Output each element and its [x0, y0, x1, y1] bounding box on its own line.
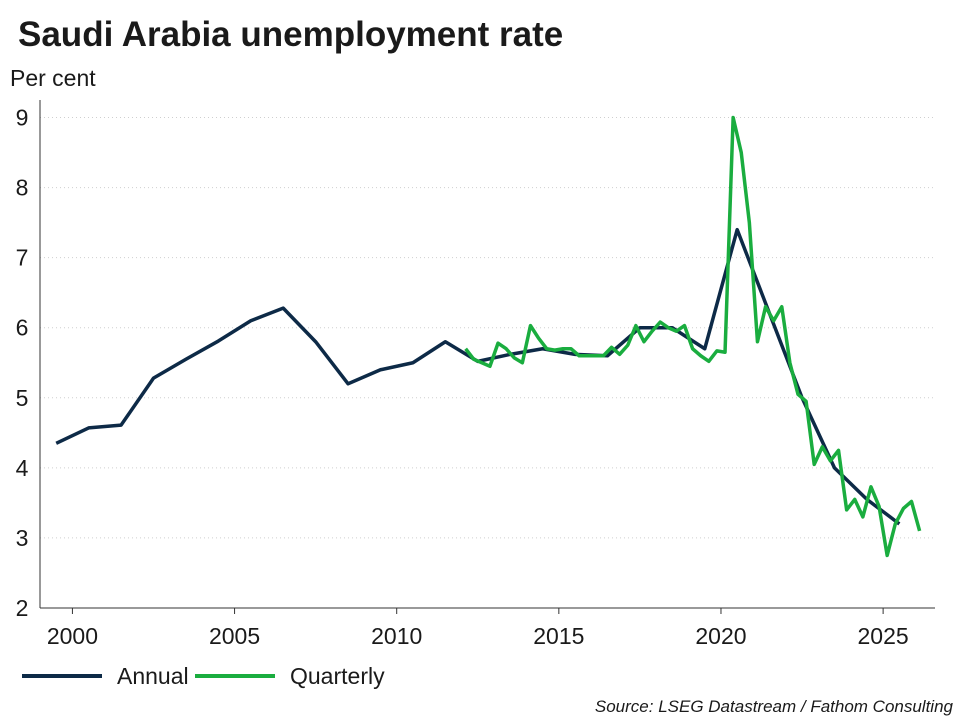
- source-note: Source: LSEG Datastream / Fathom Consult…: [595, 697, 954, 716]
- y-tick-label: 9: [16, 105, 29, 131]
- series-line: [464, 115, 922, 558]
- x-tick-label: 2025: [858, 623, 909, 649]
- x-tick-label: 2000: [47, 623, 98, 649]
- y-tick-label: 7: [16, 245, 29, 271]
- x-tick-label: 2005: [209, 623, 260, 649]
- y-tick-label: 2: [16, 595, 29, 621]
- chart-subtitle: Per cent: [10, 65, 96, 91]
- x-tick-label: 2015: [533, 623, 584, 649]
- legend-label: Quarterly: [290, 663, 385, 689]
- y-tick-label: 5: [16, 385, 29, 411]
- y-tick-label: 6: [16, 315, 29, 341]
- chart-title: Saudi Arabia unemployment rate: [18, 15, 563, 54]
- x-tick-label: 2020: [695, 623, 746, 649]
- y-tick-label: 8: [16, 175, 29, 201]
- series-line: [55, 227, 901, 526]
- x-tick-label: 2010: [371, 623, 422, 649]
- y-tick-label: 3: [16, 525, 29, 551]
- y-tick-label: 4: [16, 455, 29, 481]
- legend-label: Annual: [117, 663, 189, 689]
